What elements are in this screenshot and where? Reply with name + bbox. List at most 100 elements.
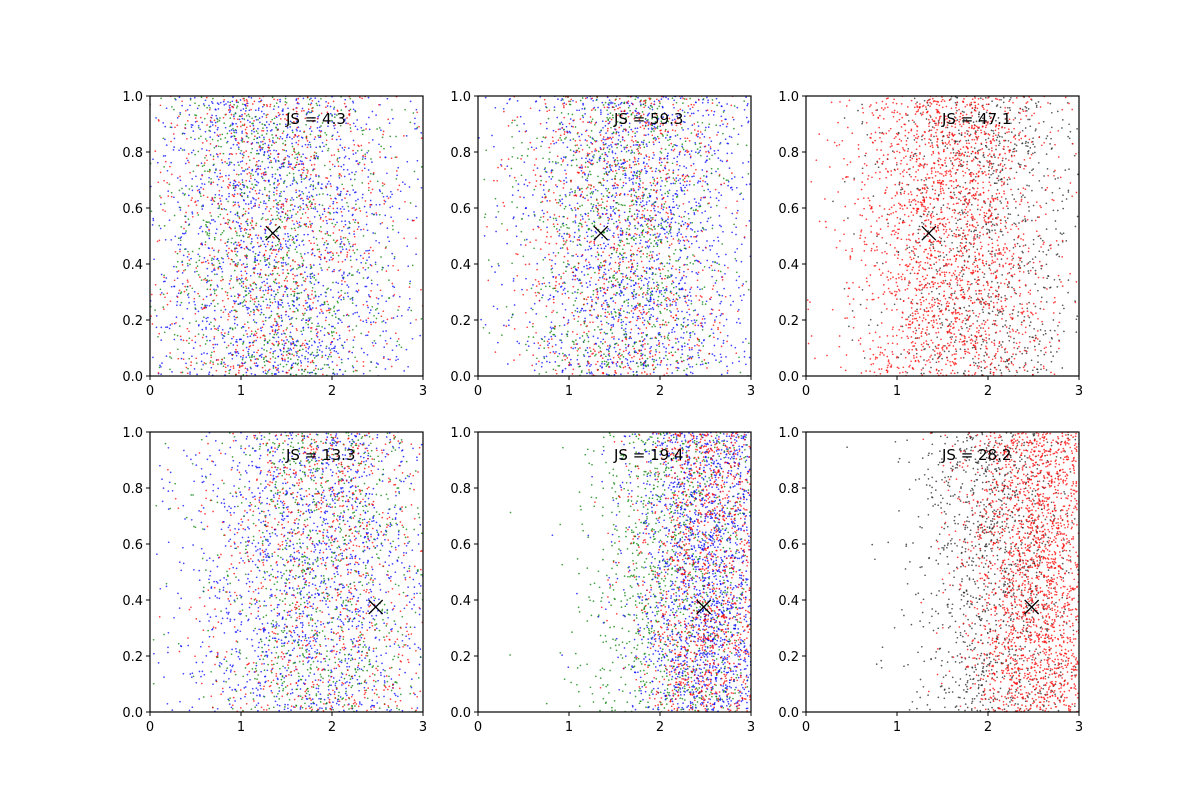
scatter-point bbox=[227, 221, 230, 224]
scatter-point bbox=[675, 304, 677, 306]
scatter-point bbox=[261, 216, 264, 219]
scatter-point bbox=[344, 98, 347, 101]
scatter-point bbox=[188, 253, 190, 256]
scatter-point bbox=[333, 116, 336, 118]
scatter-point bbox=[242, 357, 244, 359]
scatter-point bbox=[310, 282, 313, 284]
scatter-point bbox=[325, 316, 328, 319]
scatter-point bbox=[175, 321, 177, 324]
scatter-point bbox=[317, 134, 320, 137]
scatter-point bbox=[555, 141, 558, 144]
scatter-point bbox=[226, 162, 228, 165]
scatter-point bbox=[493, 145, 495, 148]
scatter-point bbox=[196, 164, 198, 167]
scatter-point bbox=[263, 339, 266, 342]
scatter-point bbox=[176, 177, 179, 179]
scatter-point bbox=[254, 178, 256, 181]
scatter-point bbox=[615, 105, 618, 107]
scatter-point bbox=[254, 135, 256, 138]
scatter-point bbox=[337, 297, 340, 299]
scatter-point bbox=[236, 125, 239, 128]
scatter-point bbox=[318, 203, 321, 206]
scatter-point bbox=[660, 227, 663, 230]
scatter-point bbox=[415, 205, 417, 208]
scatter-point bbox=[386, 342, 388, 345]
scatter-point bbox=[382, 330, 385, 333]
scatter-point bbox=[289, 335, 291, 338]
scatter-point bbox=[247, 327, 250, 329]
scatter-point bbox=[370, 279, 373, 282]
scatter-point bbox=[604, 125, 607, 127]
scatter-point bbox=[408, 306, 411, 309]
scatter-point bbox=[393, 294, 396, 296]
scatter-point bbox=[234, 241, 237, 244]
scatter-point bbox=[596, 247, 599, 250]
scatter-point bbox=[245, 98, 248, 101]
scatter-point bbox=[196, 185, 198, 188]
scatter-point bbox=[282, 208, 285, 210]
scatter-point bbox=[647, 281, 650, 283]
scatter-point bbox=[213, 273, 216, 276]
scatter-point bbox=[318, 104, 321, 107]
scatter-point bbox=[164, 210, 167, 213]
scatter-point bbox=[673, 118, 676, 121]
scatter-point bbox=[256, 272, 259, 275]
scatter-point bbox=[209, 254, 211, 257]
scatter-point bbox=[194, 312, 197, 315]
scatter-point bbox=[672, 281, 675, 284]
scatter-point bbox=[275, 265, 277, 268]
scatter-point bbox=[235, 354, 238, 357]
scatter-point bbox=[288, 249, 290, 252]
scatter-point bbox=[520, 243, 522, 246]
scatter-point bbox=[254, 330, 257, 333]
scatter-point bbox=[671, 304, 673, 306]
scatter-point bbox=[731, 231, 733, 234]
scatter-point bbox=[268, 262, 270, 264]
scatter-point bbox=[295, 327, 298, 330]
scatter-point bbox=[279, 98, 281, 101]
scatter-point bbox=[264, 284, 266, 287]
scatter-point bbox=[290, 342, 292, 344]
scatter-point bbox=[307, 170, 309, 172]
scatter-point bbox=[344, 280, 346, 283]
scatter-point bbox=[327, 207, 330, 210]
scatter-point bbox=[652, 298, 655, 301]
scatter-point bbox=[234, 186, 237, 189]
scatter-point bbox=[244, 210, 247, 213]
scatter-point bbox=[669, 231, 672, 234]
scatter-point bbox=[554, 335, 557, 338]
scatter-point bbox=[689, 336, 692, 339]
scatter-point bbox=[292, 108, 295, 111]
scatter-point bbox=[254, 189, 257, 192]
scatter-point bbox=[705, 228, 707, 231]
scatter-point bbox=[272, 367, 275, 369]
scatter-point bbox=[709, 190, 711, 193]
scatter-point bbox=[331, 119, 333, 122]
scatter-point bbox=[253, 340, 256, 342]
scatter-point bbox=[735, 217, 738, 220]
scatter-point bbox=[281, 257, 284, 260]
scatter-point bbox=[280, 190, 282, 193]
scatter-point bbox=[579, 337, 581, 339]
scatter-point bbox=[321, 351, 323, 353]
scatter-point bbox=[222, 152, 225, 155]
scatter-point bbox=[375, 362, 378, 364]
scatter-point bbox=[252, 205, 255, 208]
scatter-point bbox=[277, 267, 280, 269]
scatter-point bbox=[184, 109, 187, 112]
scatter-point bbox=[179, 111, 182, 114]
scatter-point bbox=[193, 96, 196, 99]
scatter-point bbox=[415, 216, 418, 219]
scatter-point bbox=[190, 151, 193, 154]
scatter-point bbox=[317, 100, 320, 103]
scatter-point bbox=[659, 275, 662, 278]
scatter-point bbox=[549, 216, 552, 218]
scatter-point bbox=[273, 186, 276, 189]
scatter-point bbox=[734, 346, 737, 349]
scatter-point bbox=[659, 233, 661, 235]
scatter-point bbox=[163, 276, 165, 279]
scatter-point bbox=[178, 149, 180, 152]
scatter-point bbox=[369, 369, 371, 372]
scatter-point bbox=[257, 358, 259, 360]
scatter-point bbox=[634, 109, 637, 112]
